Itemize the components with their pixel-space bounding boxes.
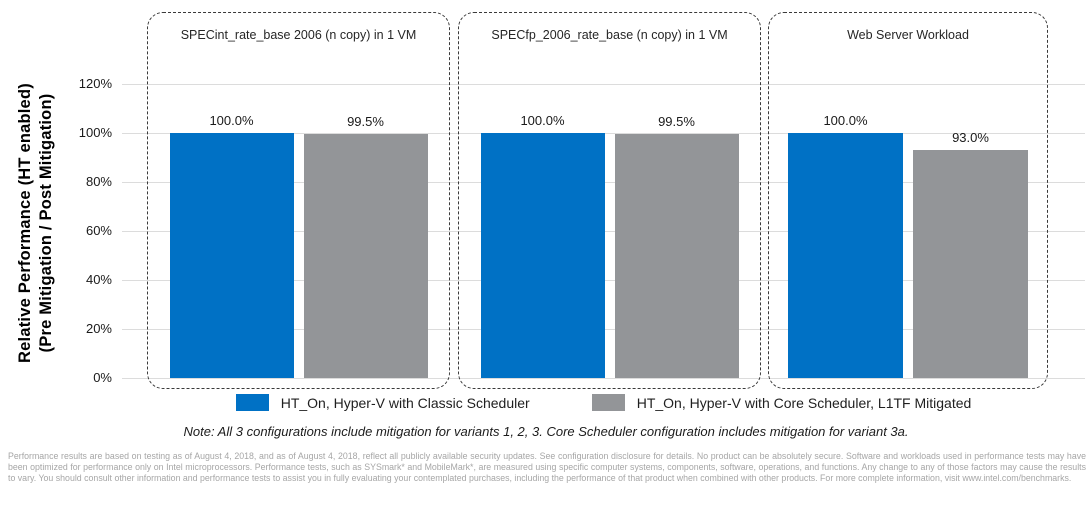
gridline-0 bbox=[122, 378, 1085, 379]
legend-swatch-icon bbox=[235, 394, 269, 411]
bar-group: 100.0% bbox=[788, 113, 903, 378]
workload-panel-1: SPECfp_2006_rate_base (n copy) in 1 VM 10… bbox=[458, 12, 761, 389]
bar-series-0 bbox=[169, 133, 294, 378]
bar-value-label: 93.0% bbox=[952, 130, 989, 145]
bar-value-label: 99.5% bbox=[658, 114, 695, 129]
legend-label: HT_On, Hyper-V with Classic Scheduler bbox=[280, 394, 530, 411]
bar-value-label: 99.5% bbox=[347, 114, 384, 129]
y-tick-label-0: 0% bbox=[93, 370, 112, 385]
y-tick-label-60: 60% bbox=[85, 223, 112, 238]
bar-value-label: 100.0% bbox=[520, 113, 565, 128]
y-axis-title: Relative Performance (HT enabled) (Pre M… bbox=[15, 43, 61, 403]
panel-title: SPECfp_2006_rate_base (n copy) in 1 VM bbox=[491, 28, 728, 42]
bar-group: 100.0% bbox=[480, 113, 605, 378]
legend-label: HT_On, Hyper-V with Core Scheduler, L1TF… bbox=[636, 394, 972, 411]
bar-series-0 bbox=[480, 133, 605, 378]
panel-title: SPECint_rate_base 2006 (n copy) in 1 VM bbox=[180, 28, 417, 42]
legend-item-0: HT_On, Hyper-V with Classic Scheduler bbox=[235, 394, 530, 411]
gridline-120 bbox=[122, 84, 1085, 85]
legend-item-1: HT_On, Hyper-V with Core Scheduler, L1TF… bbox=[591, 394, 972, 411]
mitigation-note: Note: All 3 configurations include mitig… bbox=[183, 424, 909, 439]
y-axis-title-line1: Relative Performance (HT enabled) bbox=[16, 83, 34, 363]
y-tick-label-40: 40% bbox=[85, 272, 112, 287]
bar-group: 99.5% bbox=[614, 114, 739, 378]
bar-series-1 bbox=[614, 134, 739, 378]
panel-title: Web Server Workload bbox=[847, 28, 969, 42]
chart-legend: HT_On, Hyper-V with Classic Scheduler HT_… bbox=[122, 394, 1085, 411]
bar-group: 100.0% bbox=[169, 113, 294, 378]
workload-panel-2: Web Server Workload 100.0% 93.0% bbox=[768, 12, 1048, 389]
y-axis-title-line2: (Pre Mitigation / Post Mitigation) bbox=[37, 93, 55, 353]
bar-group: 93.0% bbox=[913, 130, 1028, 378]
panel-bars: 100.0% 99.5% bbox=[148, 113, 449, 378]
performance-disclaimer: Performance results are based on testing… bbox=[8, 451, 1086, 483]
bar-series-1 bbox=[303, 134, 428, 378]
workload-panel-0: SPECint_rate_base 2006 (n copy) in 1 VM 1… bbox=[147, 12, 450, 389]
y-tick-label-100: 100% bbox=[78, 125, 112, 140]
panel-bars: 100.0% 99.5% bbox=[459, 113, 760, 378]
panel-bars: 100.0% 93.0% bbox=[769, 113, 1047, 378]
bar-value-label: 100.0% bbox=[823, 113, 868, 128]
y-tick-label-80: 80% bbox=[85, 174, 112, 189]
y-tick-label-120: 120% bbox=[78, 76, 112, 91]
bar-group: 99.5% bbox=[303, 114, 428, 378]
bar-value-label: 100.0% bbox=[209, 113, 254, 128]
legend-swatch-icon bbox=[591, 394, 625, 411]
y-tick-label-20: 20% bbox=[85, 321, 112, 336]
bar-series-0 bbox=[788, 133, 903, 378]
bar-series-1 bbox=[913, 150, 1028, 378]
